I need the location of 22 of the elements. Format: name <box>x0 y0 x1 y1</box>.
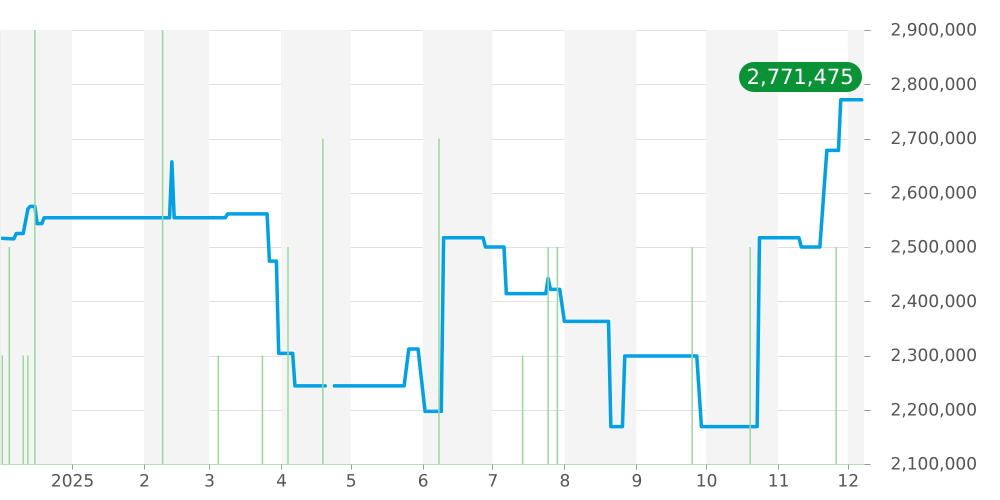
x-tick-label: 3 <box>204 472 215 492</box>
y-tick-label: 2,400,000 <box>890 292 978 312</box>
x-tick-label: 4 <box>276 472 287 492</box>
y-tick-label: 2,500,000 <box>890 238 978 258</box>
x-tick-label: 2 <box>139 472 150 492</box>
x-tick-label: 10 <box>696 472 718 492</box>
x-tick-label: 9 <box>631 472 642 492</box>
y-tick-label: 2,200,000 <box>890 400 978 420</box>
x-tick-label: 12 <box>837 472 860 492</box>
annotation: 2,771,475 <box>738 62 862 92</box>
x-tick-label: 2025 <box>50 472 94 492</box>
y-tick-label: 2,900,000 <box>890 20 978 40</box>
x-tick-label: 8 <box>559 472 570 492</box>
x-tick-label: 6 <box>418 472 429 492</box>
y-tick-label: 2,700,000 <box>890 129 978 149</box>
y-tick-label: 2,600,000 <box>890 183 978 204</box>
x-tick-label: 11 <box>768 472 790 492</box>
y-tick-label: 2,100,000 <box>890 454 978 474</box>
x-tick-label: 7 <box>487 472 498 492</box>
x-tick-label: 5 <box>346 472 357 492</box>
y-tick-label: 2,800,000 <box>890 74 978 95</box>
y-tick-label: 2,300,000 <box>890 346 978 366</box>
